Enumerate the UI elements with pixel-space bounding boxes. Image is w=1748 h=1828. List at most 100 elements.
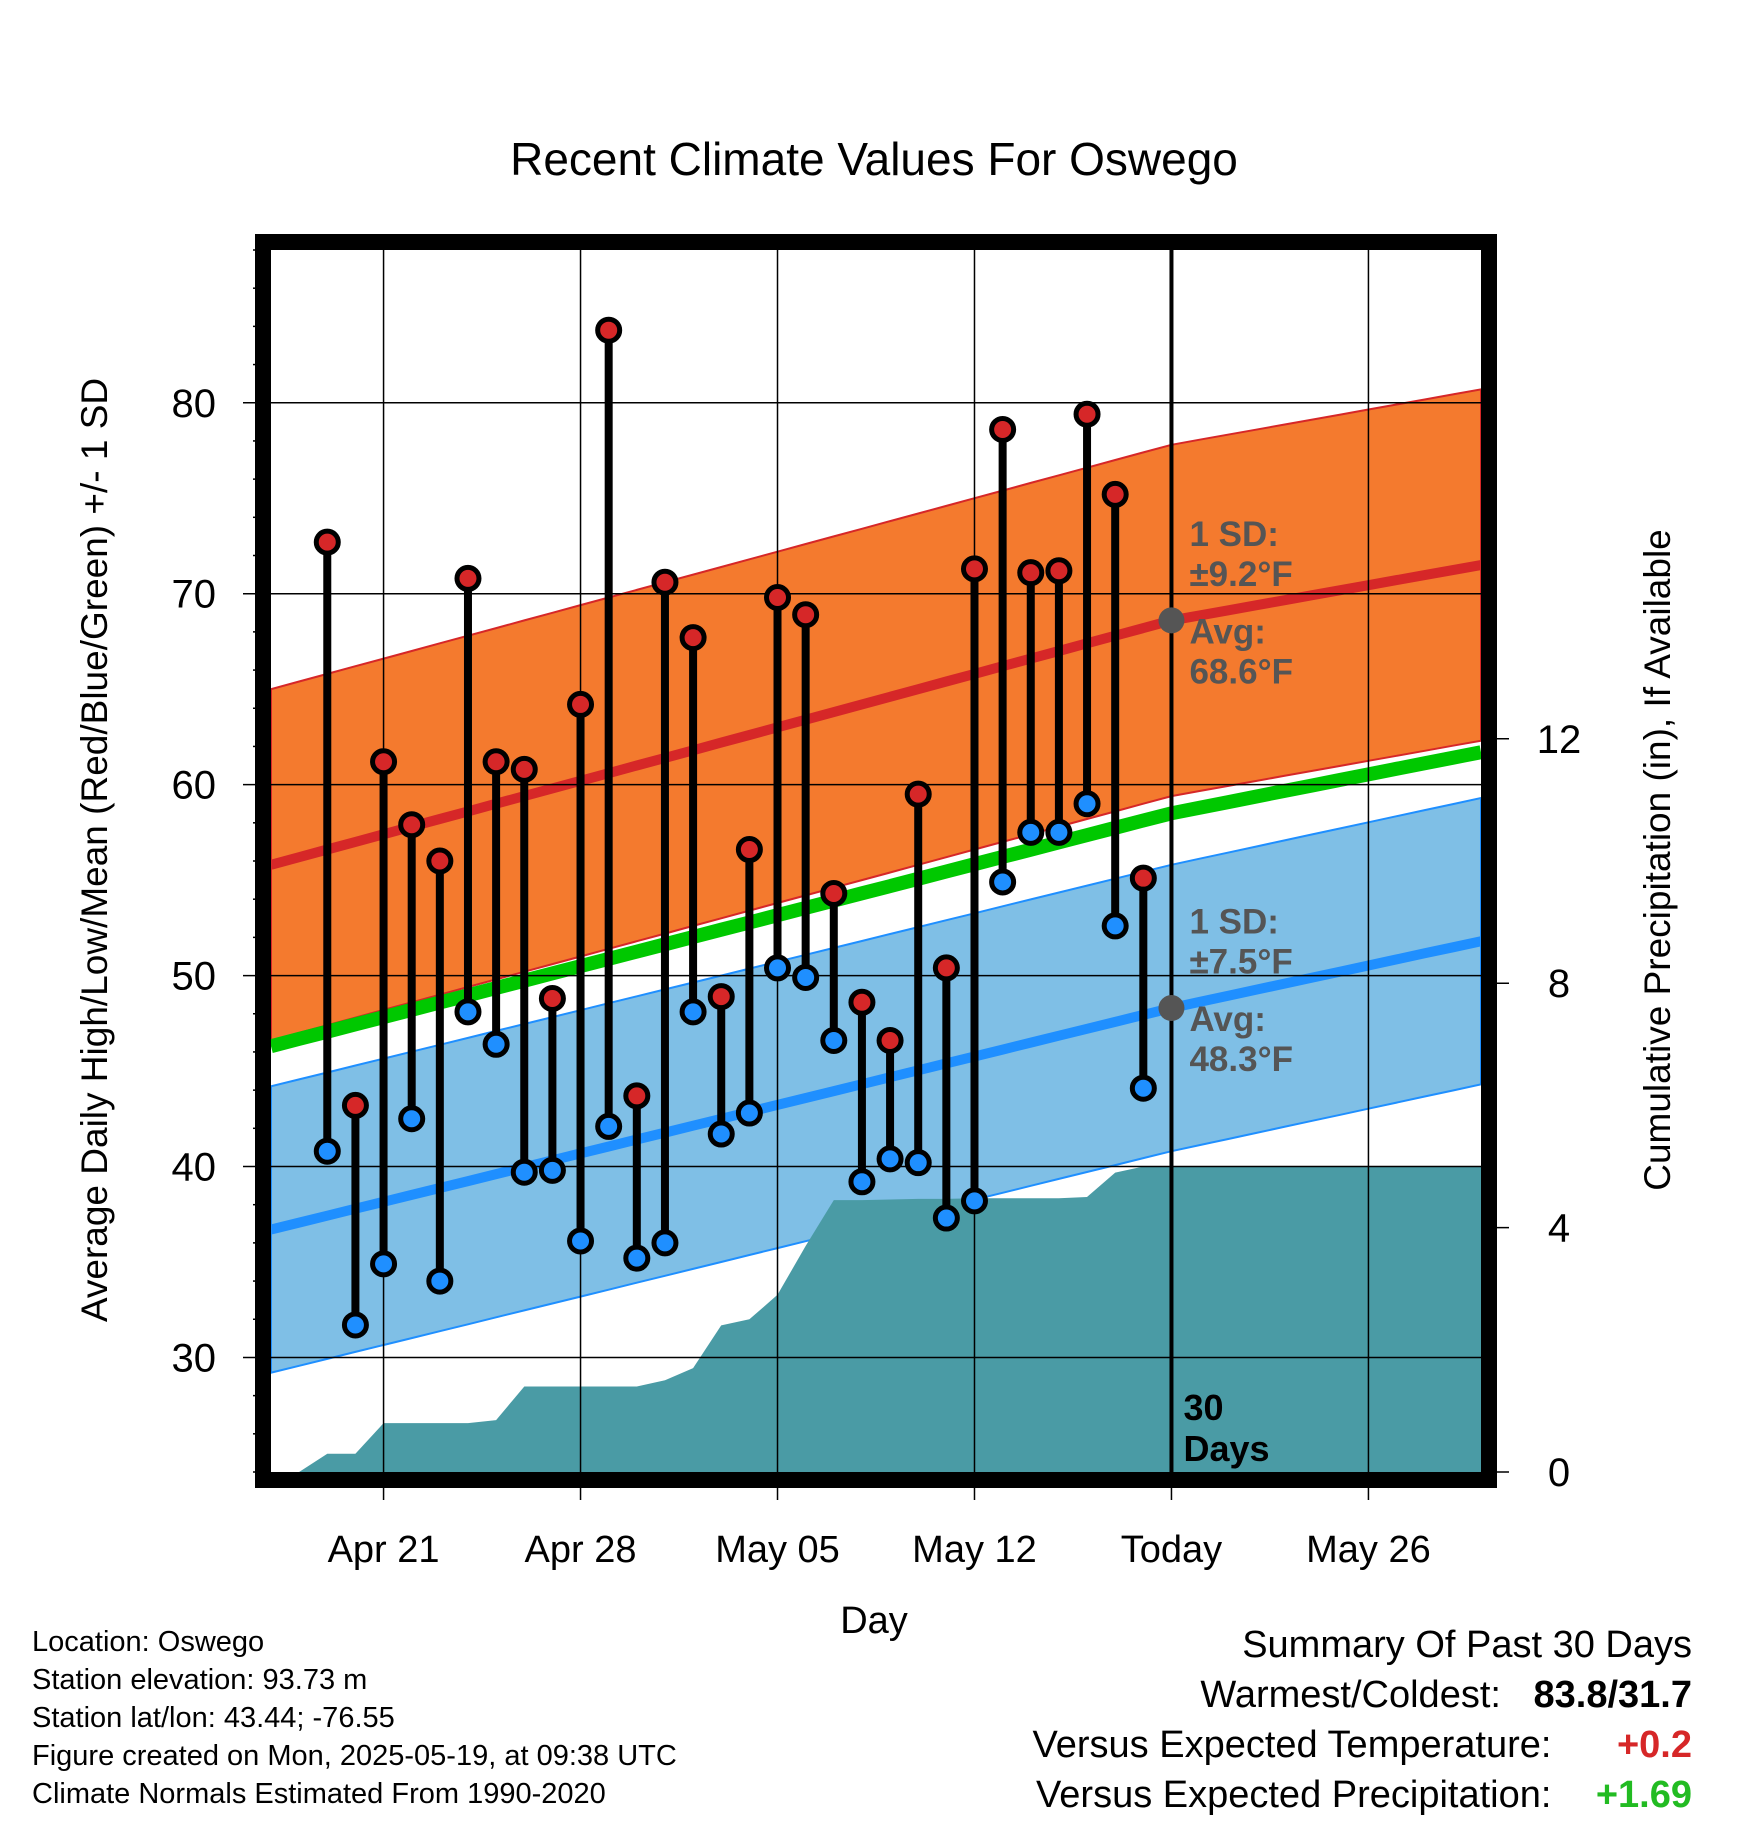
- today-high-normal-marker: [1158, 607, 1185, 634]
- y2-tick-label: 0: [1548, 1451, 1570, 1495]
- y2-tick-label: 4: [1548, 1207, 1570, 1251]
- daily-low-point: [876, 1145, 904, 1173]
- daily-low-point: [707, 1120, 735, 1148]
- daily-low-point: [1101, 912, 1129, 940]
- precip-value: +1.69: [1595, 1774, 1692, 1816]
- daily-high-point: [904, 780, 932, 808]
- y2-tick-label: 8: [1548, 962, 1570, 1006]
- chart-title: Recent Climate Values For Oswego: [510, 133, 1238, 185]
- info-location: Location: Oswego: [32, 1626, 265, 1658]
- low-avg-label: Avg:: [1189, 1000, 1265, 1039]
- daily-high-point: [454, 564, 482, 592]
- summary-temp: Versus Expected Temperature: +0.2: [1033, 1724, 1692, 1767]
- y-tick-label: 80: [172, 382, 217, 426]
- daily-high-point: [567, 690, 595, 718]
- daily-high-point: [595, 316, 623, 344]
- daily-low-point: [1129, 1074, 1157, 1102]
- y-tick-label: 30: [172, 1336, 217, 1380]
- mean-normal-line: [271, 745, 1481, 1053]
- daily-low-point: [567, 1227, 595, 1255]
- high-normal-line: [271, 560, 1481, 870]
- daily-high-point: [1073, 400, 1101, 428]
- low-avg-label: 48.3°F: [1189, 1040, 1293, 1079]
- daily-low-point: [792, 963, 820, 991]
- x-tick-label: Today: [1121, 1529, 1222, 1571]
- x-tick-label: May 26: [1306, 1529, 1431, 1571]
- precip-area: [271, 1166, 1481, 1472]
- daily-high-point: [1101, 480, 1129, 508]
- daily-high-point: [538, 984, 566, 1012]
- high-avg-label: Avg:: [1189, 612, 1265, 651]
- info-elevation: Station elevation: 93.73 m: [32, 1664, 368, 1696]
- daily-high-point: [960, 555, 988, 583]
- daily-high-point: [510, 755, 538, 783]
- low-normal-line: [271, 936, 1481, 1235]
- daily-low-point: [735, 1099, 763, 1127]
- daily-low-point: [426, 1267, 454, 1295]
- daily-high-point: [735, 836, 763, 864]
- y-tick-label: 60: [172, 764, 217, 808]
- x-tick-label: Apr 28: [525, 1529, 637, 1571]
- y2-axis-label: Cumulative Precipitation (in), If Availa…: [1637, 529, 1678, 1191]
- daily-high-point: [764, 584, 792, 612]
- daily-high-point: [313, 528, 341, 556]
- daily-low-point: [510, 1158, 538, 1186]
- daily-low-point: [538, 1156, 566, 1184]
- warmest-coldest-value: 83.8/31.7: [1533, 1674, 1692, 1716]
- daily-high-point: [426, 847, 454, 875]
- low-sd-label: 1 SD:: [1189, 903, 1278, 942]
- daily-low-point: [398, 1105, 426, 1133]
- low-sd-label: ±7.5°F: [1189, 943, 1292, 982]
- summary-warmest-coldest: Warmest/Coldest: 83.8/31.7: [1200, 1674, 1692, 1717]
- daily-high-point: [623, 1082, 651, 1110]
- x-tick-label: May 12: [912, 1529, 1037, 1571]
- window-days-label: 30: [1183, 1387, 1223, 1428]
- daily-high-point: [370, 748, 398, 776]
- daily-high-point: [398, 811, 426, 839]
- y2-tick-label: 12: [1537, 718, 1582, 762]
- y-tick-label: 40: [172, 1146, 217, 1190]
- daily-low-point: [482, 1030, 510, 1058]
- precip-label: Versus Expected Precipitation:: [1036, 1774, 1552, 1816]
- daily-low-point: [848, 1168, 876, 1196]
- daily-high-point: [820, 879, 848, 907]
- daily-low-point: [341, 1311, 369, 1339]
- warmest-coldest-label: Warmest/Coldest:: [1200, 1674, 1501, 1716]
- summary-precip: Versus Expected Precipitation: +1.69: [1036, 1774, 1692, 1817]
- daily-low-point: [1045, 818, 1073, 846]
- daily-high-point: [932, 954, 960, 982]
- daily-low-point: [1017, 818, 1045, 846]
- x-tick-label: Apr 21: [328, 1529, 440, 1571]
- daily-low-point: [1073, 790, 1101, 818]
- daily-high-point: [482, 748, 510, 776]
- x-axis-label: Day: [840, 1600, 908, 1642]
- info-normals: Climate Normals Estimated From 1990-2020: [32, 1778, 606, 1810]
- daily-low-point: [595, 1112, 623, 1140]
- daily-high-point: [679, 624, 707, 652]
- x-tick-label: May 05: [715, 1529, 840, 1571]
- daily-high-point: [1045, 557, 1073, 585]
- high-sd-band: [271, 388, 1481, 1042]
- high-sd-label: 1 SD:: [1189, 515, 1278, 554]
- daily-high-point: [989, 415, 1017, 443]
- info-created: Figure created on Mon, 2025-05-19, at 09…: [32, 1740, 677, 1772]
- today-low-normal-marker: [1158, 995, 1185, 1022]
- y-tick-label: 70: [172, 573, 217, 617]
- daily-high-point: [707, 983, 735, 1011]
- daily-low-point: [932, 1204, 960, 1232]
- high-avg-label: 68.6°F: [1189, 652, 1293, 691]
- daily-low-point: [623, 1244, 651, 1272]
- daily-low-point: [313, 1137, 341, 1165]
- daily-high-point: [792, 601, 820, 629]
- window-days-label: Days: [1183, 1428, 1269, 1469]
- daily-low-point: [454, 998, 482, 1026]
- daily-low-point: [904, 1149, 932, 1177]
- daily-low-point: [370, 1250, 398, 1278]
- high-sd-label: ±9.2°F: [1189, 555, 1292, 594]
- temp-label: Versus Expected Temperature:: [1032, 1724, 1552, 1766]
- daily-high-point: [848, 988, 876, 1016]
- summary-title: Summary Of Past 30 Days: [1242, 1624, 1692, 1666]
- y-axis-label: Average Daily High/Low/Mean (Red/Blue/Gr…: [74, 378, 115, 1322]
